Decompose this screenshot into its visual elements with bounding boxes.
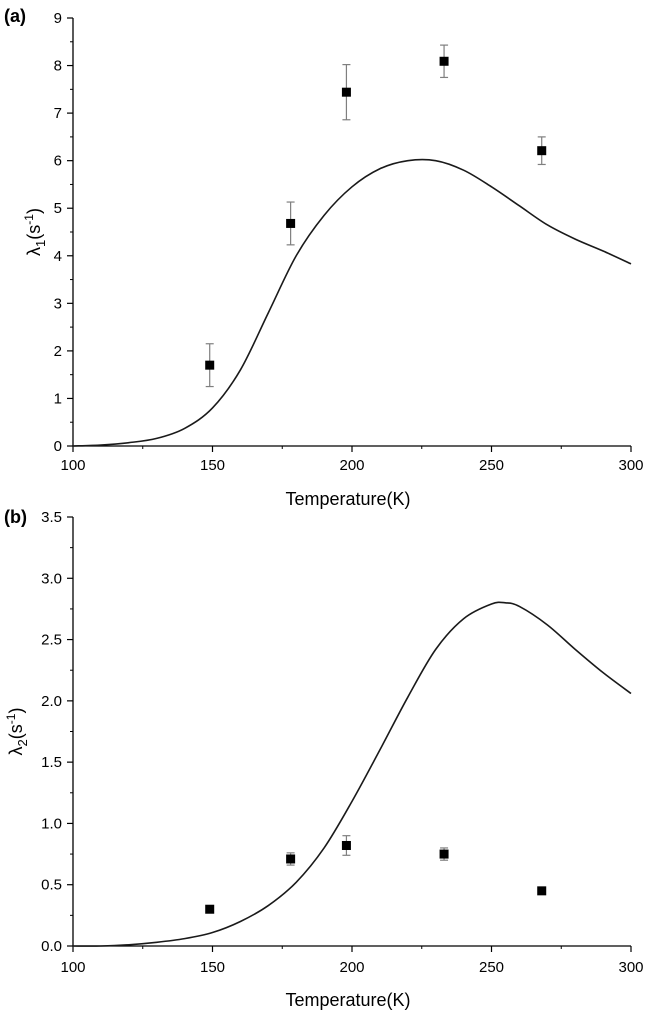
data-point [439, 849, 449, 859]
y-axis-unit-superscript: -1 [22, 214, 36, 225]
y-axis-subscript: 2 [15, 739, 30, 746]
chart-panel-1: (a) 100 150 200 250 300 0 1 2 3 4 5 6 7 8 9 Temperature(… [4, 6, 644, 509]
data-point [439, 56, 449, 66]
model-curve [72, 158, 632, 447]
x-tick-label: 250 [479, 959, 504, 976]
y-tick-label: 3 [54, 295, 62, 312]
y-axis-unit-close: ) [6, 708, 26, 714]
x-tick-label: 150 [200, 457, 225, 474]
x-tick-label: 100 [60, 959, 85, 976]
data-point [537, 886, 547, 896]
x-tick-label: 300 [618, 457, 643, 474]
y-tick-label: 1.0 [41, 815, 62, 832]
y-axis-symbol: λ [6, 746, 26, 755]
y-tick-label: 3.0 [41, 570, 62, 587]
y-axis-title: λ1(s-1) [22, 208, 48, 256]
x-tick-label: 200 [339, 959, 364, 976]
y-tick-label: 1.5 [41, 754, 62, 771]
x-tick-label: 150 [200, 959, 225, 976]
y-axis-unit: (s [24, 225, 44, 240]
y-axis-title: λ2(s-1) [4, 708, 30, 756]
x-tick-label: 200 [339, 457, 364, 474]
x-axis-title: Temperature(K) [285, 990, 410, 1010]
y-tick-label: 0 [54, 438, 62, 455]
data-point [537, 146, 547, 156]
y-axis-unit-close: ) [24, 208, 44, 214]
y-tick-label: 0.5 [41, 877, 62, 894]
y-tick-label: 4 [54, 248, 62, 265]
model-curve [72, 601, 632, 947]
chart-panel-2: (b) 100 150 200 250 300 0.0 0.5 1.0 1.5 2.0 2.5 3.0 3… [4, 507, 644, 1010]
y-axis-unit: (s [6, 724, 26, 739]
y-tick-label: 0.0 [41, 938, 62, 955]
y-tick-label: 7 [54, 105, 62, 122]
y-tick-label: 9 [54, 10, 62, 27]
y-tick-label: 6 [54, 153, 62, 170]
x-tick-label: 250 [479, 457, 504, 474]
y-axis-unit-superscript: -1 [4, 713, 18, 724]
y-tick-label: 2.5 [41, 632, 62, 649]
y-tick-label: 2.0 [41, 693, 62, 710]
y-tick-label: 5 [54, 200, 62, 217]
y-tick-label: 1 [54, 390, 62, 407]
data-point [286, 854, 296, 864]
x-tick-label: 100 [60, 457, 85, 474]
data-point [205, 904, 215, 914]
panel-label: (a) [4, 6, 26, 26]
y-axis-subscript: 1 [33, 240, 48, 247]
x-tick-label: 300 [618, 959, 643, 976]
y-tick-label: 3.5 [41, 509, 62, 526]
x-axis-title: Temperature(K) [285, 489, 410, 509]
data-point [286, 218, 296, 228]
panel-label: (b) [4, 507, 27, 527]
y-tick-label: 2 [54, 343, 62, 360]
data-point [341, 840, 351, 850]
y-tick-label: 8 [54, 58, 62, 75]
y-axis-symbol: λ [24, 247, 44, 256]
data-point [205, 360, 215, 370]
data-point [341, 87, 351, 97]
